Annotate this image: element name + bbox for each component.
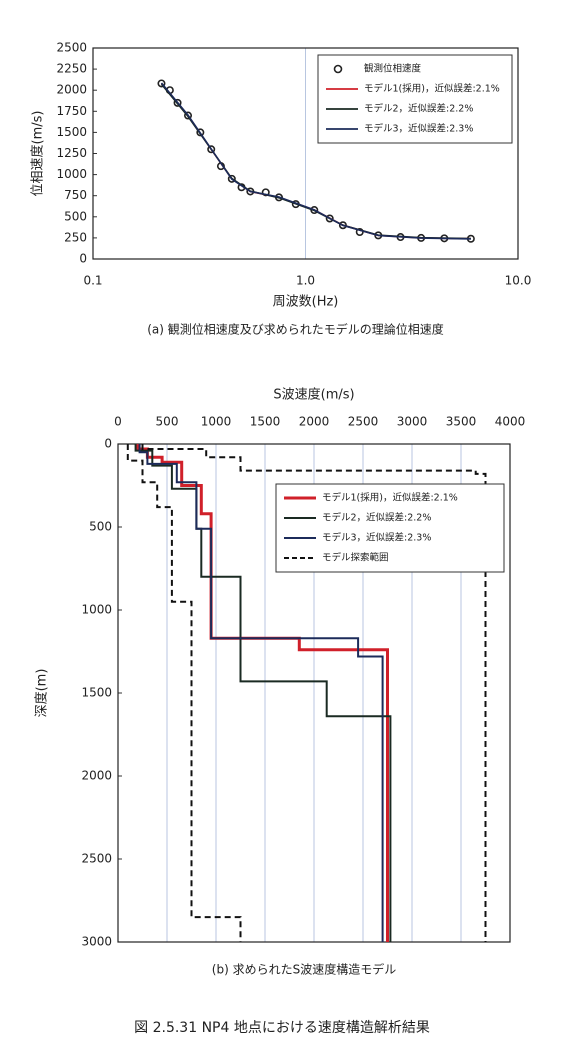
y-tick-label: 500 (89, 520, 112, 534)
legend-label: モデル3，近似誤差:2.3% (322, 532, 431, 544)
chart-caption: (b) 求められたS波速度構造モデル (212, 962, 396, 977)
x-tick-label: 0.1 (83, 274, 102, 288)
y-tick-label: 1750 (56, 104, 87, 118)
x-tick-label: 3500 (446, 415, 477, 429)
legend-label: モデル2，近似誤差:2.2% (364, 103, 473, 115)
x-tick-label: 4000 (495, 415, 526, 429)
y-tick-label: 1500 (56, 125, 87, 139)
y-tick-label: 2000 (56, 83, 87, 97)
y-tick-label: 750 (64, 188, 87, 202)
series-line (160, 82, 471, 240)
x-tick-label: 1000 (201, 415, 232, 429)
legend: モデル1(採用)，近似誤差:2.1% モデル2，近似誤差:2.2% モデル3，近似誤… (275, 483, 505, 573)
legend-marker (333, 64, 343, 74)
chart-caption: (a) 観測位相速度及び求められたモデルの理論位相速度 (147, 322, 444, 337)
x-tick-label: 2000 (299, 415, 330, 429)
plot-frame (92, 47, 519, 260)
plot-frame (117, 443, 511, 943)
x-tick-label: 3000 (397, 415, 428, 429)
legend-label: モデル1(採用)，近似誤差:2.1% (322, 492, 458, 504)
y-tick-label: 1500 (81, 686, 112, 700)
legend-label: 観測位相速度 (364, 63, 422, 75)
x-tick-label: 0 (114, 415, 122, 429)
y-tick-label: 2000 (81, 769, 112, 783)
x-tick-label: 2500 (348, 415, 379, 429)
y-tick-label: 2250 (56, 62, 87, 76)
x-tick-label: 1.0 (296, 274, 315, 288)
series-line (126, 444, 487, 942)
series-line (138, 444, 384, 942)
x-tick-label: 1500 (250, 415, 281, 429)
y-tick-label: 0 (79, 252, 87, 266)
legend-label: モデル1(採用)，近似誤差:2.1% (364, 83, 500, 95)
y-tick-label: 0 (104, 437, 112, 451)
y-tick-label: 2500 (56, 41, 87, 55)
legend-label: モデル探索範囲 (322, 552, 389, 564)
y-axis-label: 深度(m) (34, 669, 50, 718)
legend-label: モデル3，近似誤差:2.3% (364, 123, 473, 135)
y-tick-label: 2500 (81, 852, 112, 866)
y-tick-label: 3000 (81, 935, 112, 949)
y-tick-label: 1250 (56, 146, 87, 160)
y-tick-label: 250 (64, 230, 87, 244)
y-tick-label: 1000 (81, 603, 112, 617)
x-tick-label: 500 (156, 415, 179, 429)
x-tick-label: 10.0 (505, 274, 532, 288)
y-axis-label: 位相速度(m/s) (30, 111, 46, 197)
y-tick-label: 500 (64, 209, 87, 223)
x-axis-label: 周波数(Hz) (273, 295, 339, 310)
y-tick-label: 1000 (56, 167, 87, 181)
figure-caption: 図 2.5.31 NP4 地点における速度構造解析結果 (134, 1020, 430, 1036)
x-axis-label: S波速度(m/s) (273, 387, 354, 403)
legend-label: モデル2，近似誤差:2.2% (322, 512, 431, 524)
